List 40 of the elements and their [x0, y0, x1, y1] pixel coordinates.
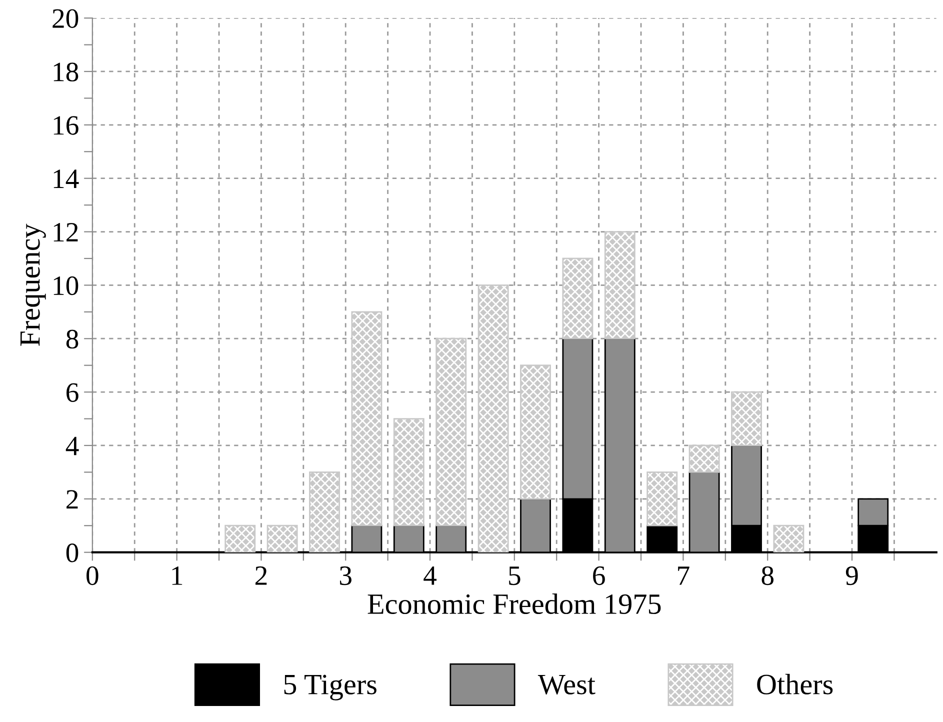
x-axis-title: Economic Freedom 1975	[368, 593, 661, 614]
x-tick-label: 1	[172, 566, 182, 585]
x-tick-label: 2	[255, 566, 267, 585]
y-tick-label: 0	[66, 543, 78, 562]
bar	[562, 258, 594, 340]
legend-label: Others	[757, 674, 833, 694]
y-tick-label: 8	[66, 330, 78, 349]
x-tick-label: 5	[509, 566, 520, 586]
x-tick-label: 8	[762, 566, 774, 586]
bar	[351, 311, 382, 526]
y-tick-label: 16	[54, 116, 78, 135]
x-tick-label: 9	[846, 566, 858, 586]
x-tick-label: 4	[424, 566, 437, 585]
y-tick-label: 2	[66, 490, 78, 509]
y-tick-label: 20	[52, 9, 78, 28]
bar	[646, 471, 678, 526]
legend-label: 5 Tigers	[284, 674, 376, 700]
y-tick-label: 10	[54, 276, 78, 296]
bar	[731, 391, 762, 446]
bar	[309, 471, 340, 552]
x-tick-label: 7	[678, 566, 690, 585]
x-tick-label: 6	[593, 566, 605, 586]
y-tick-label: 4	[66, 436, 79, 456]
y-axis-title: Frequency	[20, 224, 46, 346]
bar	[688, 444, 720, 473]
bar	[266, 524, 298, 552]
x-tick-label: 0	[86, 566, 98, 586]
bar	[224, 524, 256, 552]
y-tick-label: 12	[54, 223, 78, 242]
bar	[604, 231, 636, 340]
y-tick-label: 14	[54, 170, 79, 188]
y-tick-label: 18	[54, 62, 78, 82]
bar	[478, 284, 509, 552]
y-tick-label: 6	[66, 383, 78, 402]
legend-label: West	[538, 675, 596, 695]
bar	[393, 418, 424, 526]
x-tick-label: 3	[340, 566, 352, 586]
bar	[520, 364, 551, 500]
bar	[773, 524, 804, 552]
bar	[436, 338, 467, 526]
